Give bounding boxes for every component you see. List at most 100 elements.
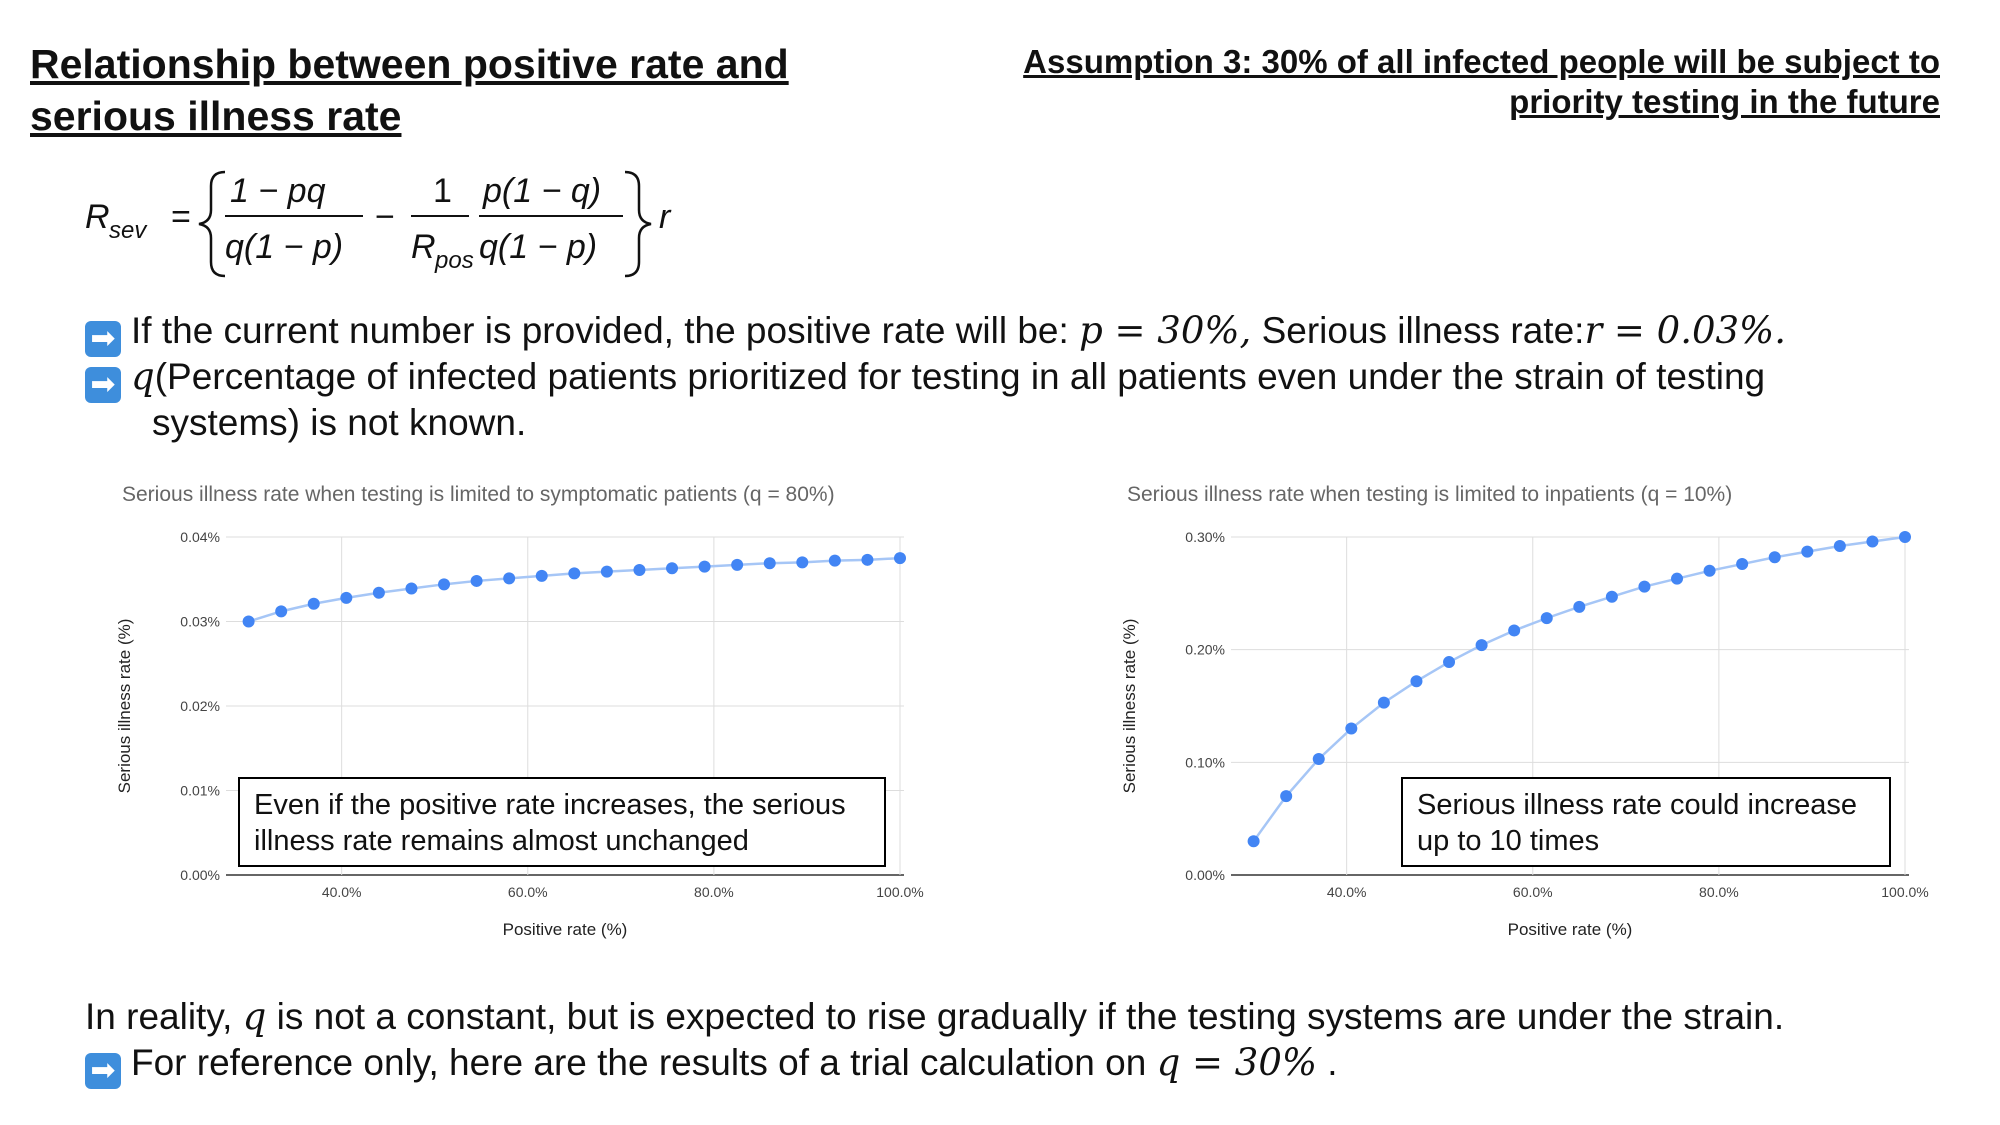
page-title: Relationship between positive rate and s… [30, 41, 789, 139]
bottom-line2-b: . [1317, 1042, 1338, 1083]
data-point [1866, 535, 1879, 548]
data-point [340, 591, 353, 604]
chart-symptomatic: Serious illness rate when testing is lim… [110, 475, 950, 955]
frac1-den: q(1 − p) [225, 228, 343, 266]
formula-lhs-sub: sev [109, 217, 148, 244]
x-tick-label: 40.0% [322, 884, 362, 900]
y-tick-label: 0.02% [180, 698, 220, 714]
data-point [1833, 540, 1846, 553]
data-point [535, 569, 548, 582]
data-point [1703, 564, 1716, 577]
serious-illness-formula: R sev = 1 − pq q(1 − p) − 1 R pos p(1 − … [85, 170, 672, 278]
x-tick-label: 60.0% [508, 884, 548, 900]
bullet1-text: If the current number is provided, the p… [131, 310, 1080, 351]
right-arrow-icon: ➡ [85, 367, 121, 403]
data-point [1443, 656, 1456, 669]
chart-title: Serious illness rate when testing is lim… [122, 483, 835, 506]
formula-minus: − [375, 198, 395, 236]
data-point [894, 552, 906, 565]
y-axis-title: Serious illness rate (%) [115, 619, 134, 794]
left-brace [198, 170, 226, 278]
data-point [470, 574, 483, 587]
bottom-line1-a: In reality, [85, 996, 243, 1037]
x-tick-label: 40.0% [1327, 884, 1367, 900]
right-brace [624, 170, 652, 278]
bullet-q-unknown-cont: systems) is not known. [152, 402, 527, 443]
formula-equals: = [171, 198, 191, 236]
data-point [1899, 531, 1911, 543]
data-point [600, 565, 613, 578]
chart-plot-area: 0.00% 0.01% 0.02% 0.03% 0.04% 40.0% 60.0% 80.0%… [115, 529, 924, 939]
chart-inpatients: Serious illness rate when testing is lim… [1115, 475, 1955, 955]
x-tick-label: 80.0% [1699, 884, 1739, 900]
annotation-box: Serious illness rate could increase up t… [1401, 777, 1891, 867]
annotation-box: Even if the positive rate increases, the… [238, 777, 886, 867]
chart-plot-area: 0.00% 0.10% 0.20% 0.30% 40.0% 60.0% 80.0% 100.0… [1120, 529, 1929, 939]
data-point [1345, 722, 1358, 735]
data-point [1280, 790, 1293, 803]
data-point [1638, 580, 1651, 593]
data-point [796, 556, 809, 569]
bullet1-p: p = 30%, [1079, 309, 1252, 352]
right-arrow-icon: ➡ [85, 1053, 121, 1089]
data-point [1475, 639, 1488, 652]
bottom-line1-b: is not a constant, but is expected to ri… [266, 996, 1785, 1037]
x-tick-label: 80.0% [694, 884, 734, 900]
data-point [438, 578, 451, 591]
right-arrow-icon: ➡ [85, 321, 121, 357]
bottom-line2-a: For reference only, here are the results… [131, 1042, 1157, 1083]
frac3-num: p(1 − q) [482, 172, 601, 210]
data-point [1605, 590, 1618, 603]
data-point [1377, 696, 1390, 709]
data-point [828, 554, 841, 567]
data-point [1312, 752, 1325, 765]
data-point [242, 615, 255, 628]
y-tick-label: 0.00% [1185, 867, 1225, 883]
bullet1-r: r = 0.03%. [1584, 309, 1786, 352]
y-tick-label: 0.10% [1185, 754, 1225, 770]
data-point [1410, 675, 1423, 688]
y-tick-label: 0.01% [180, 783, 220, 799]
data-point [275, 605, 288, 618]
data-point [861, 553, 874, 566]
frac2-num: 1 [433, 172, 452, 210]
data-point [503, 572, 516, 585]
chart-title: Serious illness rate when testing is lim… [1127, 483, 1733, 506]
data-point [1247, 835, 1260, 848]
x-axis-title: Positive rate (%) [1508, 920, 1633, 939]
bullet2-q: q [131, 355, 155, 398]
frac2-den: R [411, 228, 436, 266]
data-point [731, 558, 744, 571]
x-tick-label: 100.0% [876, 884, 923, 900]
data-point [1573, 600, 1586, 613]
data-point [1540, 612, 1553, 625]
frac1-num: 1 − pq [230, 172, 326, 210]
data-point [763, 557, 776, 570]
bullet-current-number: ➡ If the current number is provided, the … [85, 308, 1965, 357]
y-tick-label: 0.00% [180, 867, 220, 883]
data-point [1508, 624, 1521, 637]
y-axis-title: Serious illness rate (%) [1120, 619, 1139, 794]
data-point [1768, 551, 1781, 564]
data-point [698, 560, 711, 573]
frac3-den: q(1 − p) [479, 228, 597, 266]
data-point [1801, 545, 1814, 558]
data-point [568, 567, 581, 580]
data-point [372, 586, 385, 599]
y-tick-label: 0.30% [1185, 529, 1225, 545]
frac2-den-sub: pos [434, 247, 474, 274]
data-point [307, 597, 320, 610]
x-axis-title: Positive rate (%) [503, 920, 628, 939]
bullet-q-unknown: ➡ q(Percentage of infected patients prior… [85, 354, 1965, 403]
data-point [405, 582, 418, 595]
bullet2-text: (Percentage of infected patients priorit… [154, 356, 1766, 397]
data-point [633, 563, 646, 576]
y-tick-label: 0.03% [180, 614, 220, 630]
bottom-line1-q: q [242, 995, 267, 1038]
data-point [1671, 572, 1684, 585]
bullet1-text2: Serious illness rate: [1251, 310, 1585, 351]
bottom-reference-note: ➡ For reference only, here are the result… [85, 1040, 1965, 1089]
bottom-line2-q: q = 30% [1156, 1041, 1318, 1084]
data-point [666, 562, 679, 575]
data-point [1736, 558, 1749, 571]
